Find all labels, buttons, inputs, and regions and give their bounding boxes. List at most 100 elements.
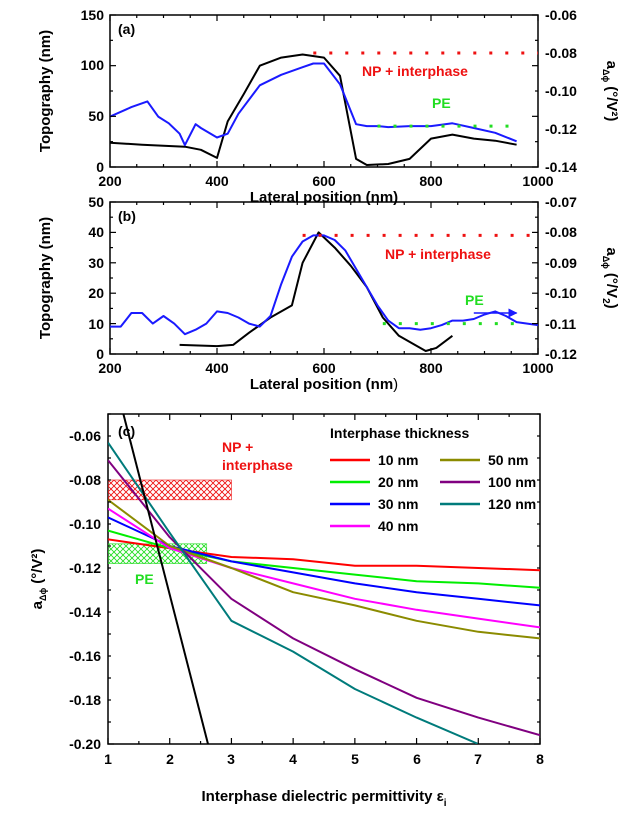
series-line <box>110 62 517 147</box>
y2-label-unit: (°/V <box>603 273 620 298</box>
y-tick-label: -0.18 <box>69 692 101 708</box>
y2-tick-label: -0.06 <box>545 7 577 23</box>
y2-axis-label: aΔϕ (°/V²) <box>601 61 620 122</box>
y-tick-label: -0.12 <box>69 560 101 576</box>
y2-label-sub: Δϕ <box>601 256 611 269</box>
y-tick-label: 150 <box>81 7 105 23</box>
legend-label: 50 nm <box>488 452 528 468</box>
legend-label: 100 nm <box>488 474 536 490</box>
y-tick-label: -0.16 <box>69 648 101 664</box>
annotation-pe: PE <box>465 292 484 308</box>
plot-frame <box>109 14 539 168</box>
x-tick-label: 400 <box>205 360 229 376</box>
annotation-interphase: interphase <box>222 457 293 473</box>
panel-c: 1 2 3 4 5 6 7 8 -0.20 -0.18 -0.16 -0.14 … <box>29 413 544 809</box>
x-axis-label: Lateral position (nm) <box>250 376 398 393</box>
x-tick-label: 1000 <box>522 360 553 376</box>
plot-frame <box>109 201 539 355</box>
x-tick-label: 400 <box>205 173 229 189</box>
y2-tick-label: -0.07 <box>545 194 577 210</box>
y2-tick-label: -0.10 <box>545 83 577 99</box>
y-tick-label: 0 <box>96 346 104 362</box>
x-tick-labels: 1 2 3 4 5 6 7 8 <box>104 751 544 767</box>
y2-tick-label: -0.11 <box>545 316 576 332</box>
legend-label: 30 nm <box>378 496 418 512</box>
tick-marks <box>109 201 539 355</box>
x-tick-label: 7 <box>474 751 482 767</box>
y2-tick-label: -0.08 <box>545 224 577 240</box>
band-layer <box>108 479 232 564</box>
series-layer <box>110 51 538 166</box>
y2-label-unit-sub: 2 <box>600 298 611 304</box>
x-tick-label: 5 <box>351 751 359 767</box>
y-tick-labels: 0 50 100 150 <box>81 7 105 175</box>
y2-tick-label: -0.14 <box>545 159 577 175</box>
y2-label-close: ) <box>603 304 620 309</box>
y2-label-main: a <box>603 247 620 256</box>
y-tick-label: 40 <box>88 224 104 240</box>
y-axis-label: aΔϕ (°/V²) <box>29 549 48 610</box>
y-tick-label: -0.20 <box>69 736 101 752</box>
panel-label: (c) <box>118 423 135 439</box>
x-axis-label: Interphase dielectric permittivity εi <box>202 788 447 809</box>
x-tick-label: 4 <box>289 751 297 767</box>
y-tick-label: -0.06 <box>69 428 101 444</box>
y-label-sub: Δϕ <box>38 588 48 601</box>
panel-a: 200 400 600 800 1000 0 50 100 150 -0.14 … <box>37 7 620 206</box>
x-tick-label: 2 <box>166 751 174 767</box>
y2-tick-label: -0.09 <box>545 255 577 271</box>
plot-frame <box>107 413 541 745</box>
legend-label: 40 nm <box>378 518 418 534</box>
annotation-np-interphase: NP + interphase <box>385 246 491 262</box>
y-tick-label: -0.08 <box>69 472 101 488</box>
y2-tick-labels: -0.14 -0.12 -0.10 -0.08 -0.06 <box>545 7 577 175</box>
y-tick-label: -0.10 <box>69 516 101 532</box>
tick-marks <box>109 14 539 168</box>
y-axis-label: Topography (nm) <box>37 217 54 339</box>
x-tick-label: 600 <box>312 173 336 189</box>
annotation-np-interphase: NP + interphase <box>362 63 468 79</box>
x-tick-labels: 200 400 600 800 1000 <box>98 360 553 376</box>
y2-tick-labels: -0.12 -0.11 -0.10 -0.09 -0.08 -0.07 <box>545 194 577 362</box>
x-tick-label: 200 <box>98 173 122 189</box>
series-layer <box>108 414 540 744</box>
series-line <box>122 414 209 744</box>
y-tick-labels: 0 10 20 30 40 50 <box>88 194 104 362</box>
x-label-text: Lateral position (nm <box>250 376 393 393</box>
series-40-nm <box>108 507 540 629</box>
legend-label: 10 nm <box>378 452 418 468</box>
y-label-unit: (°/V²) <box>29 549 46 584</box>
x-tick-label: 800 <box>419 173 443 189</box>
y2-label-sub: Δϕ <box>601 69 611 82</box>
y2-tick-label: -0.10 <box>545 285 577 301</box>
y2-tick-label: -0.12 <box>545 121 577 137</box>
legend-label: 120 nm <box>488 496 536 512</box>
legend-label: 20 nm <box>378 474 418 490</box>
series-line <box>110 53 517 166</box>
legend-title: Interphase thickness <box>330 425 469 441</box>
series-line <box>179 231 454 352</box>
y2-label-main: a <box>603 61 620 70</box>
np-interphase-band <box>108 479 232 501</box>
y-tick-labels: -0.20 -0.18 -0.16 -0.14 -0.12 -0.10 -0.0… <box>69 428 101 752</box>
y-tick-label: 50 <box>88 108 104 124</box>
annotation-pe: PE <box>135 571 154 587</box>
x-tick-label: 1 <box>104 751 112 767</box>
annotation-pe: PE <box>432 95 451 111</box>
y2-tick-label: -0.08 <box>545 45 577 61</box>
series-layer <box>110 231 538 352</box>
series-line <box>110 234 538 336</box>
x-tick-label: 600 <box>312 360 336 376</box>
x-tick-label: 1000 <box>522 173 553 189</box>
tick-marks <box>107 413 541 745</box>
panel-label: (a) <box>118 21 135 37</box>
y-tick-label: -0.14 <box>69 604 101 620</box>
x-tick-label: 3 <box>227 751 235 767</box>
series-50-nm <box>108 498 540 640</box>
y-axis-label: Topography (nm) <box>37 30 54 152</box>
x-tick-labels: 200 400 600 800 1000 <box>98 173 553 189</box>
x-label-sub: i <box>444 798 447 809</box>
x-tick-label: 8 <box>536 751 544 767</box>
panel-b: 200 400 600 800 1000 0 10 20 30 40 50 -0… <box>37 194 620 393</box>
